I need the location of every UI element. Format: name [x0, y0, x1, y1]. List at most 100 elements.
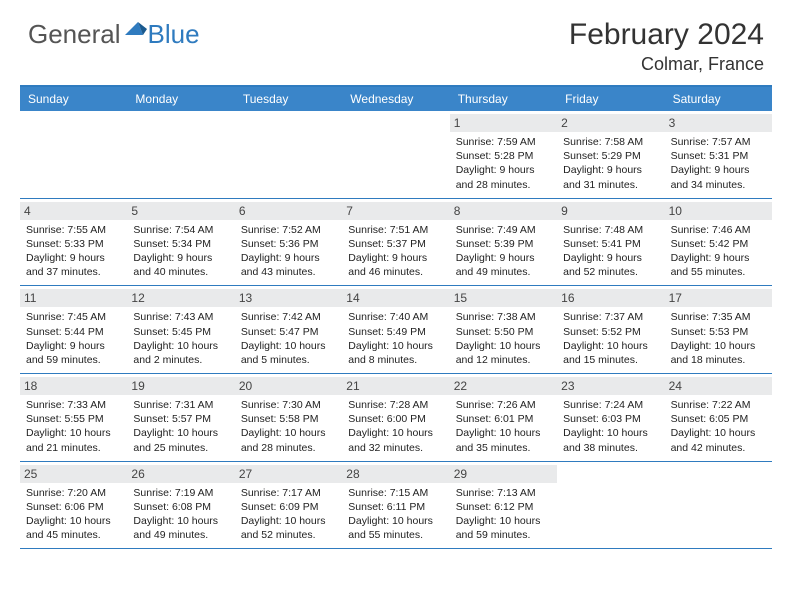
- day-info: Sunrise: 7:52 AMSunset: 5:36 PMDaylight:…: [241, 223, 336, 280]
- weekday-header-row: SundayMondayTuesdayWednesdayThursdayFrid…: [20, 87, 772, 111]
- day-number: 20: [235, 377, 342, 395]
- day-number: 21: [342, 377, 449, 395]
- day-number: 9: [557, 202, 664, 220]
- day-info: Sunrise: 7:22 AMSunset: 6:05 PMDaylight:…: [671, 398, 766, 455]
- day-cell: 27 Sunrise: 7:17 AMSunset: 6:09 PMDayligh…: [235, 462, 342, 549]
- day-cell: 12 Sunrise: 7:43 AMSunset: 5:45 PMDayligh…: [127, 286, 234, 373]
- day-info: Sunrise: 7:51 AMSunset: 5:37 PMDaylight:…: [348, 223, 443, 280]
- weekday-label: Wednesday: [342, 87, 449, 111]
- weekday-label: Thursday: [450, 87, 557, 111]
- day-cell: 23 Sunrise: 7:24 AMSunset: 6:03 PMDayligh…: [557, 374, 664, 461]
- weekday-label: Sunday: [20, 87, 127, 111]
- day-number: 22: [450, 377, 557, 395]
- day-cell: 28 Sunrise: 7:15 AMSunset: 6:11 PMDayligh…: [342, 462, 449, 549]
- day-info: Sunrise: 7:49 AMSunset: 5:39 PMDaylight:…: [456, 223, 551, 280]
- day-info: Sunrise: 7:38 AMSunset: 5:50 PMDaylight:…: [456, 310, 551, 367]
- day-info: Sunrise: 7:45 AMSunset: 5:44 PMDaylight:…: [26, 310, 121, 367]
- day-cell: 11 Sunrise: 7:45 AMSunset: 5:44 PMDayligh…: [20, 286, 127, 373]
- day-number: 8: [450, 202, 557, 220]
- day-cell: 3Sunrise: 7:57 AMSunset: 5:31 PMDaylight…: [665, 111, 772, 198]
- weekday-label: Saturday: [665, 87, 772, 111]
- day-number: 10: [665, 202, 772, 220]
- day-number: 28: [342, 465, 449, 483]
- weekday-label: Monday: [127, 87, 234, 111]
- day-info: Sunrise: 7:19 AMSunset: 6:08 PMDaylight:…: [133, 486, 228, 543]
- week-row: 1Sunrise: 7:59 AMSunset: 5:28 PMDaylight…: [20, 111, 772, 199]
- day-info: Sunrise: 7:33 AMSunset: 5:55 PMDaylight:…: [26, 398, 121, 455]
- day-number: 12: [127, 289, 234, 307]
- day-number: 27: [235, 465, 342, 483]
- week-row: 18 Sunrise: 7:33 AMSunset: 5:55 PMDayligh…: [20, 374, 772, 462]
- day-cell: 25 Sunrise: 7:20 AMSunset: 6:06 PMDayligh…: [20, 462, 127, 549]
- day-cell: 4Sunrise: 7:55 AMSunset: 5:33 PMDaylight…: [20, 199, 127, 286]
- day-info: Sunrise: 7:13 AMSunset: 6:12 PMDaylight:…: [456, 486, 551, 543]
- day-info: Sunrise: 7:43 AMSunset: 5:45 PMDaylight:…: [133, 310, 228, 367]
- day-cell: 5Sunrise: 7:54 AMSunset: 5:34 PMDaylight…: [127, 199, 234, 286]
- day-cell: 1Sunrise: 7:59 AMSunset: 5:28 PMDaylight…: [450, 111, 557, 198]
- weekday-label: Tuesday: [235, 87, 342, 111]
- day-number: 15: [450, 289, 557, 307]
- header: General Blue February 2024 Colmar, Franc…: [0, 0, 792, 85]
- day-number: 4: [20, 202, 127, 220]
- empty-cell: [557, 462, 664, 549]
- day-info: Sunrise: 7:35 AMSunset: 5:53 PMDaylight:…: [671, 310, 766, 367]
- day-info: Sunrise: 7:58 AMSunset: 5:29 PMDaylight:…: [563, 135, 658, 192]
- day-info: Sunrise: 7:30 AMSunset: 5:58 PMDaylight:…: [241, 398, 336, 455]
- logo-triangle-icon: [125, 18, 147, 41]
- week-row: 4Sunrise: 7:55 AMSunset: 5:33 PMDaylight…: [20, 199, 772, 287]
- title-block: February 2024 Colmar, France: [569, 18, 764, 75]
- day-number: 13: [235, 289, 342, 307]
- day-info: Sunrise: 7:31 AMSunset: 5:57 PMDaylight:…: [133, 398, 228, 455]
- day-cell: 20 Sunrise: 7:30 AMSunset: 5:58 PMDayligh…: [235, 374, 342, 461]
- day-cell: 8 Sunrise: 7:49 AMSunset: 5:39 PMDaylight…: [450, 199, 557, 286]
- location: Colmar, France: [569, 54, 764, 75]
- day-info: Sunrise: 7:59 AMSunset: 5:28 PMDaylight:…: [456, 135, 551, 192]
- day-cell: 19 Sunrise: 7:31 AMSunset: 5:57 PMDayligh…: [127, 374, 234, 461]
- day-info: Sunrise: 7:40 AMSunset: 5:49 PMDaylight:…: [348, 310, 443, 367]
- calendar: SundayMondayTuesdayWednesdayThursdayFrid…: [20, 85, 772, 549]
- day-number: 2: [557, 114, 664, 132]
- day-number: 7: [342, 202, 449, 220]
- day-cell: 14 Sunrise: 7:40 AMSunset: 5:49 PMDayligh…: [342, 286, 449, 373]
- day-cell: 10 Sunrise: 7:46 AMSunset: 5:42 PMDayligh…: [665, 199, 772, 286]
- day-number: 14: [342, 289, 449, 307]
- day-info: Sunrise: 7:17 AMSunset: 6:09 PMDaylight:…: [241, 486, 336, 543]
- day-info: Sunrise: 7:37 AMSunset: 5:52 PMDaylight:…: [563, 310, 658, 367]
- day-number: 3: [665, 114, 772, 132]
- day-number: 24: [665, 377, 772, 395]
- day-number: 19: [127, 377, 234, 395]
- day-number: 29: [450, 465, 557, 483]
- day-info: Sunrise: 7:42 AMSunset: 5:47 PMDaylight:…: [241, 310, 336, 367]
- empty-cell: [20, 111, 127, 198]
- day-cell: 9 Sunrise: 7:48 AMSunset: 5:41 PMDaylight…: [557, 199, 664, 286]
- day-number: 26: [127, 465, 234, 483]
- month-title: February 2024: [569, 18, 764, 52]
- day-info: Sunrise: 7:46 AMSunset: 5:42 PMDaylight:…: [671, 223, 766, 280]
- day-number: 18: [20, 377, 127, 395]
- day-number: 17: [665, 289, 772, 307]
- day-info: Sunrise: 7:26 AMSunset: 6:01 PMDaylight:…: [456, 398, 551, 455]
- day-cell: 2 Sunrise: 7:58 AMSunset: 5:29 PMDaylight…: [557, 111, 664, 198]
- day-number: 6: [235, 202, 342, 220]
- logo: General Blue: [28, 18, 200, 51]
- week-row: 11 Sunrise: 7:45 AMSunset: 5:44 PMDayligh…: [20, 286, 772, 374]
- weekday-label: Friday: [557, 87, 664, 111]
- day-info: Sunrise: 7:15 AMSunset: 6:11 PMDaylight:…: [348, 486, 443, 543]
- day-number: 23: [557, 377, 664, 395]
- day-cell: 22 Sunrise: 7:26 AMSunset: 6:01 PMDayligh…: [450, 374, 557, 461]
- day-number: 11: [20, 289, 127, 307]
- day-number: 5: [127, 202, 234, 220]
- day-cell: 24 Sunrise: 7:22 AMSunset: 6:05 PMDayligh…: [665, 374, 772, 461]
- week-row: 25 Sunrise: 7:20 AMSunset: 6:06 PMDayligh…: [20, 462, 772, 550]
- day-number: 25: [20, 465, 127, 483]
- day-cell: 16 Sunrise: 7:37 AMSunset: 5:52 PMDayligh…: [557, 286, 664, 373]
- day-info: Sunrise: 7:48 AMSunset: 5:41 PMDaylight:…: [563, 223, 658, 280]
- day-cell: 13 Sunrise: 7:42 AMSunset: 5:47 PMDayligh…: [235, 286, 342, 373]
- empty-cell: [342, 111, 449, 198]
- logo-text-blue: Blue: [148, 19, 200, 50]
- day-info: Sunrise: 7:24 AMSunset: 6:03 PMDaylight:…: [563, 398, 658, 455]
- day-number: 16: [557, 289, 664, 307]
- empty-cell: [665, 462, 772, 549]
- day-cell: 26 Sunrise: 7:19 AMSunset: 6:08 PMDayligh…: [127, 462, 234, 549]
- day-info: Sunrise: 7:20 AMSunset: 6:06 PMDaylight:…: [26, 486, 121, 543]
